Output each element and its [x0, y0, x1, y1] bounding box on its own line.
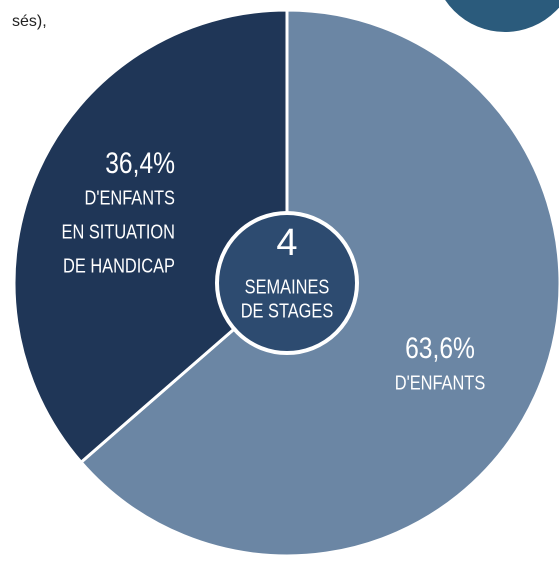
- center-circle: [215, 211, 359, 355]
- category-label: DE HANDICAP: [63, 254, 175, 277]
- center-number: 4: [276, 222, 297, 264]
- value-label: 36,4%: [105, 146, 175, 180]
- decor-circle: [445, 0, 559, 32]
- center-label: SEMAINES: [245, 275, 330, 298]
- cropped-text: sés),: [12, 13, 47, 30]
- category-label: D'ENFANTS: [395, 371, 485, 394]
- value-label: 63,6%: [405, 331, 475, 365]
- center-label: DE STAGES: [241, 299, 334, 322]
- pie-slice: [12, 8, 289, 465]
- category-label: D'ENFANTS: [85, 186, 175, 209]
- category-label: EN SITUATION: [62, 220, 175, 243]
